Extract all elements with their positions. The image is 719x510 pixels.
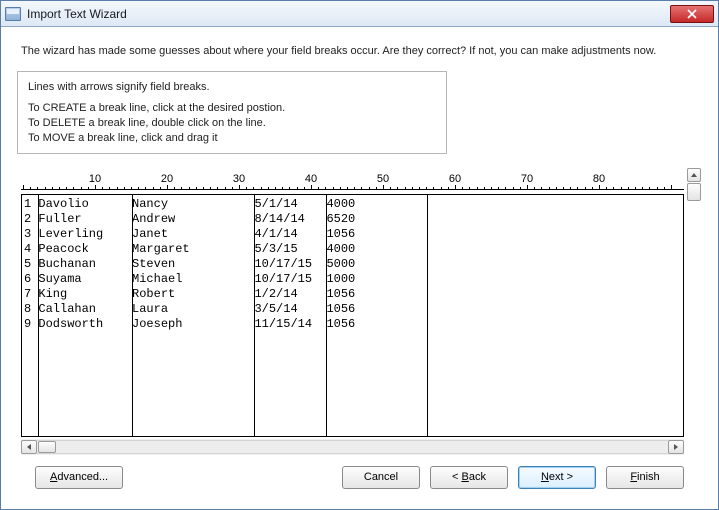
field-break-line[interactable]	[326, 195, 327, 436]
field-break-line[interactable]	[132, 195, 133, 436]
content-area: The wizard has made some guesses about w…	[1, 27, 718, 509]
finish-button[interactable]: Finish	[606, 466, 684, 489]
next-button[interactable]: Next >	[518, 466, 596, 489]
cancel-button[interactable]: Cancel	[342, 466, 420, 489]
window-title: Import Text Wizard	[27, 7, 127, 21]
vertical-scrollbar[interactable]	[686, 167, 702, 437]
scroll-up-button[interactable]	[687, 168, 701, 182]
hint-box: Lines with arrows signify field breaks. …	[17, 71, 447, 154]
advanced-button[interactable]: Advanced...	[35, 466, 123, 489]
data-grid[interactable]: 1 Davolio Nancy 5/1/14 4000 2 Fuller And…	[21, 194, 684, 437]
preview-region: 10 20 30 40 50 60 70 80 1 Davolio Nancy 5/1/14 …	[17, 172, 702, 455]
ruler-label: 40	[305, 173, 317, 185]
ruler-label: 30	[233, 173, 245, 185]
field-break-line[interactable]	[254, 195, 255, 436]
close-button[interactable]	[670, 5, 714, 23]
scroll-right-button[interactable]	[668, 440, 684, 454]
ruler-label: 50	[377, 173, 389, 185]
ruler-label: 10	[89, 173, 101, 185]
ruler-label: 20	[161, 173, 173, 185]
ruler-label: 60	[449, 173, 461, 185]
ruler-label: 70	[521, 173, 533, 185]
hint-line: Lines with arrows signify field breaks.	[28, 80, 436, 95]
button-row: Advanced... Cancel < Back Next > Finish	[17, 455, 702, 499]
back-button[interactable]: < Back	[430, 466, 508, 489]
ruler[interactable]: 10 20 30 40 50 60 70 80	[21, 172, 684, 194]
close-icon	[687, 9, 697, 19]
intro-text: The wizard has made some guesses about w…	[21, 45, 698, 57]
hint-line: To DELETE a break line, double click on …	[28, 116, 436, 131]
scroll-thumb[interactable]	[687, 183, 701, 201]
field-break-line[interactable]	[38, 195, 39, 436]
wizard-window: Import Text Wizard The wizard has made s…	[0, 0, 719, 510]
data-grid-text: 1 Davolio Nancy 5/1/14 4000 2 Fuller And…	[22, 195, 683, 436]
hint-line: To MOVE a break line, click and drag it	[28, 131, 436, 146]
scroll-track[interactable]	[37, 440, 668, 454]
scroll-thumb[interactable]	[38, 441, 56, 453]
horizontal-scrollbar[interactable]	[21, 439, 684, 455]
scroll-left-button[interactable]	[21, 440, 37, 454]
ruler-label: 80	[593, 173, 605, 185]
app-icon	[5, 7, 21, 21]
hint-line: To CREATE a break line, click at the des…	[28, 101, 436, 116]
titlebar: Import Text Wizard	[1, 1, 718, 27]
field-break-line[interactable]	[427, 195, 428, 436]
